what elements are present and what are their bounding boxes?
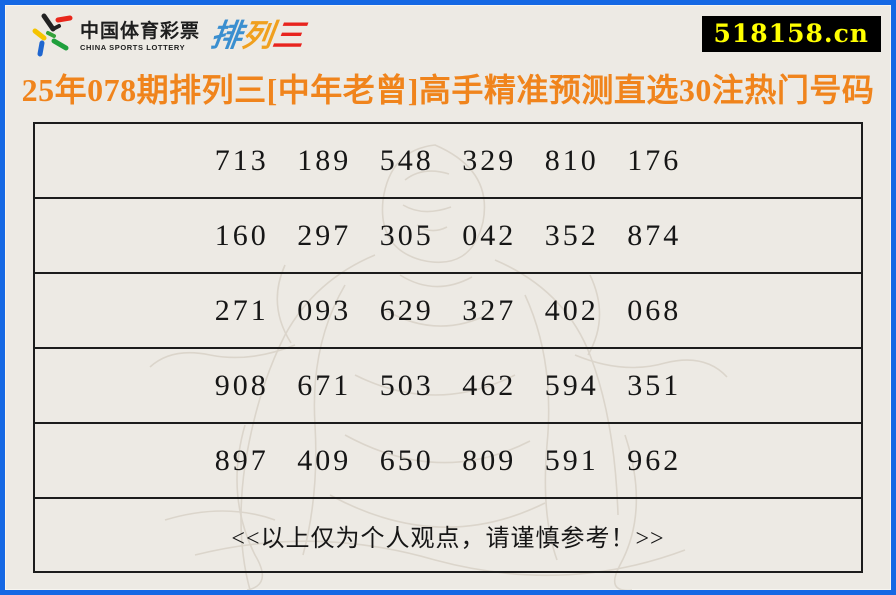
number-row: 908 671 503 462 594 351 (35, 349, 861, 424)
disclaimer-row: <<以上仅为个人观点，请谨慎参考！>> (231, 525, 665, 552)
page-title: 25年078期排列三[中年老曾]高手精准预测直选30注热门号码 (21, 72, 875, 108)
page-frame: 中国体育彩票 CHINA SPORTS LOTTERY 排 列 三 518158… (5, 5, 891, 590)
number-row: 897 409 650 809 591 962 (35, 424, 861, 499)
product-logo-pailiesan: 排 列 三 (208, 17, 307, 53)
brand-name-en: CHINA SPORTS LOTTERY (80, 43, 186, 53)
product-char: 列 (239, 17, 276, 53)
product-char: 排 (208, 17, 245, 53)
product-char: 三 (270, 17, 307, 53)
lottery-figure-icon (32, 13, 73, 57)
header: 中国体育彩票 CHINA SPORTS LOTTERY 排 列 三 518158… (5, 5, 891, 60)
number-row: 160 297 305 042 352 874 (35, 199, 861, 274)
sports-lottery-logo: 中国体育彩票 CHINA SPORTS LOTTERY 排 列 三 (31, 13, 307, 57)
prediction-table: 713 189 548 329 810 176 160 297 305 042 … (33, 122, 863, 573)
number-row: 713 189 548 329 810 176 (35, 124, 861, 199)
site-domain-badge[interactable]: 518158.cn (701, 16, 881, 52)
brand-text: 中国体育彩票 CHINA SPORTS LOTTERY (80, 18, 200, 52)
brand-name-cn: 中国体育彩票 (80, 21, 201, 43)
number-row: 271 093 629 327 402 068 (35, 274, 861, 349)
